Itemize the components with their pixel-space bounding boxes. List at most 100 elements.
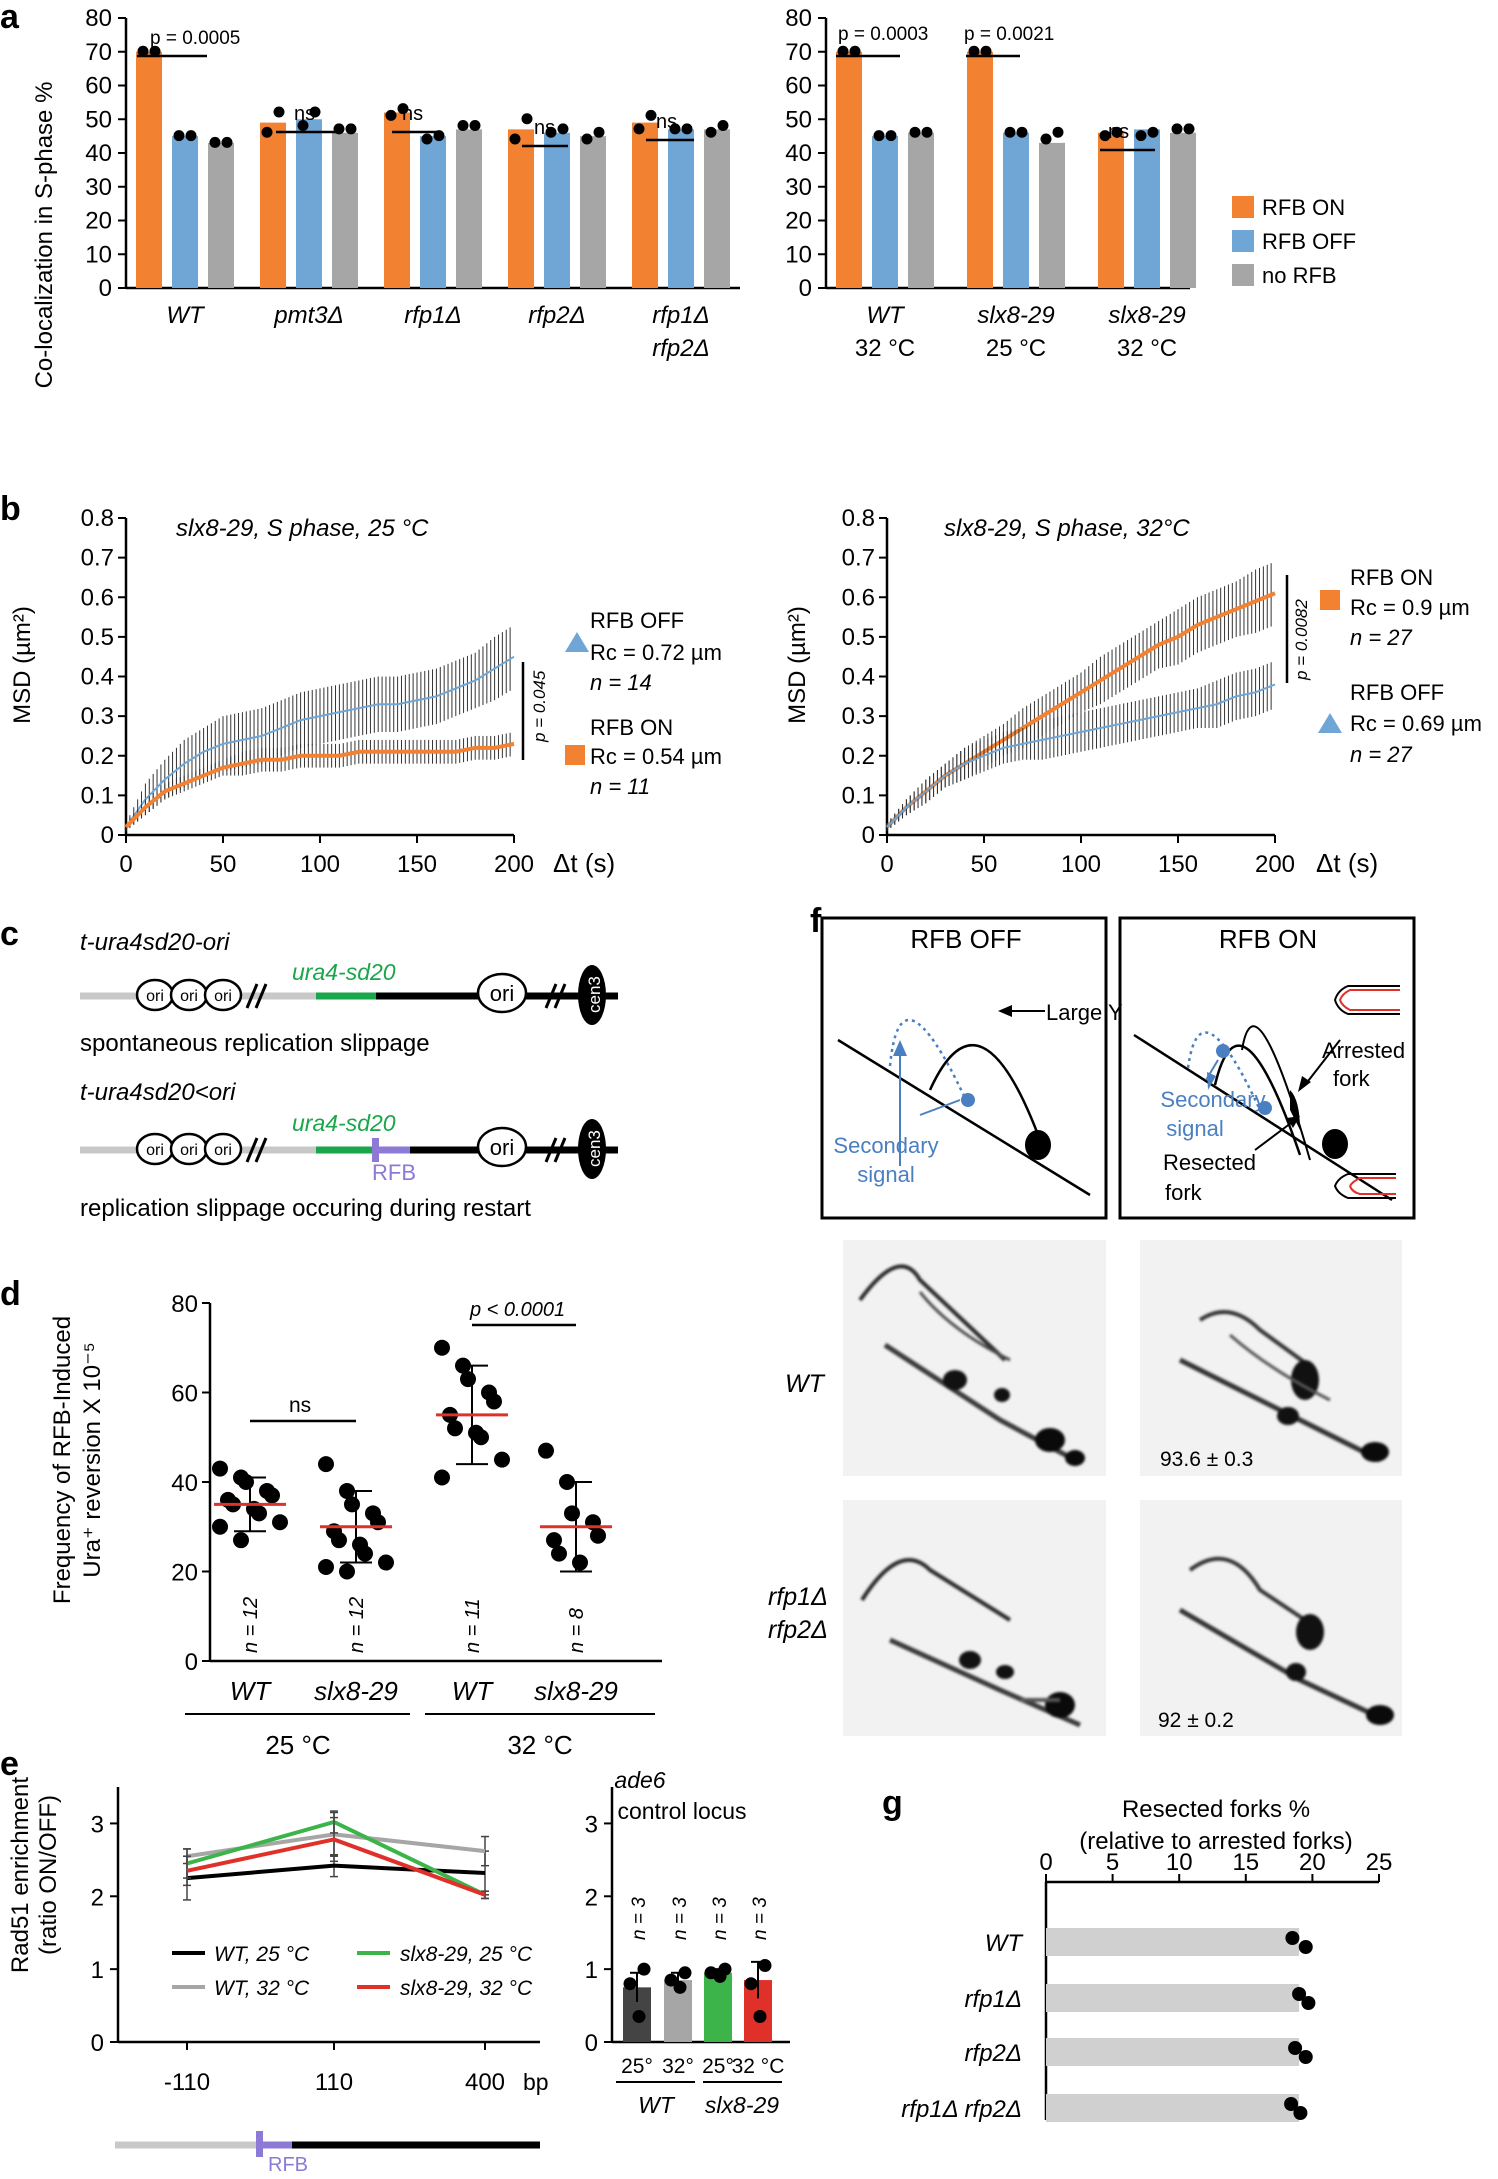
y-tick-label: 10 — [85, 241, 112, 268]
data-point — [581, 133, 593, 145]
b-right-leg1-n: n = 27 — [1350, 625, 1413, 650]
y-tick-label: 20 — [785, 208, 812, 235]
data-point — [837, 45, 849, 57]
f-blot-rfp-on: 92 ± 0.2 — [1140, 1500, 1402, 1736]
data-point — [632, 2010, 646, 2023]
b-left-legend: RFB OFF Rc = 0.72 µm n = 14 RFB ON Rc = … — [565, 608, 722, 799]
data-point — [1171, 123, 1183, 135]
y-tick-label: 3 — [585, 1811, 598, 1838]
y-tick-label: 0 — [91, 2030, 104, 2057]
category-label: rfp1Δ — [965, 1986, 1022, 2013]
b-left-leg1-name: RFB OFF — [590, 608, 684, 633]
bar-rfb-off — [668, 129, 694, 288]
data-point — [385, 109, 397, 121]
y-tick-label: 40 — [785, 140, 812, 167]
bar — [1046, 2094, 1300, 2122]
c-construct2: t-ura4sd20<ori — [80, 1079, 236, 1106]
data-point — [212, 1518, 228, 1535]
category-label: 32 °C — [855, 335, 915, 362]
x-tick-label: 0 — [1039, 1849, 1052, 1876]
x-tick-label: 100 — [1061, 851, 1101, 878]
data-point — [494, 1451, 510, 1468]
x-tick-label: 100 — [300, 851, 340, 878]
ori-label: ori — [180, 1142, 198, 1159]
bar-no-rfb — [704, 129, 730, 288]
y-tick-label: 2 — [91, 1884, 104, 1911]
data-point — [339, 1563, 355, 1580]
data-point — [664, 1973, 678, 1987]
b-left-title: slx8-29, S phase, 25 °C — [176, 515, 429, 542]
b-right-ylabel: MSD (µm²) — [784, 606, 811, 724]
b-right-legend: RFB ON Rc = 0.9 µm n = 27 RFB OFF Rc = 0… — [1318, 565, 1482, 767]
ori-label: ori — [490, 1135, 514, 1160]
category-label: slx8-29 — [314, 1676, 398, 1706]
category-label: pmt3Δ — [273, 302, 343, 329]
b-right-xlabel: Δt (s) — [1316, 848, 1378, 878]
data-point — [637, 1962, 651, 1976]
b-right-pval: p = 0.0082 — [1285, 575, 1311, 683]
y-tick-label: 0 — [101, 822, 114, 849]
bar-rfb-on — [1098, 132, 1124, 288]
a-right-axis: 0 10 20 30 40 50 60 70 80 — [785, 5, 1190, 302]
category-label: WT — [166, 302, 206, 329]
triangle-marker-icon — [1318, 713, 1342, 733]
y-tick-label: 0.1 — [842, 782, 875, 809]
e-leg-wt32: WT, 32 °C — [214, 1977, 310, 2000]
panel-label-a: a — [0, 0, 20, 36]
legend-rfb-on: RFB ON — [1262, 195, 1345, 220]
legend-swatch-rfb-off — [1232, 230, 1254, 252]
data-point — [212, 1460, 228, 1477]
g-title2: (relative to arrested forks) — [1079, 1828, 1352, 1855]
b-left-xlabel: Δt (s) — [553, 848, 615, 878]
a-xlabels: WT pmt3Δ rfp1Δ rfp2Δ rfp1Δ rfp2Δ WT 32 °C slx8-2… — [166, 302, 1185, 362]
d-plot: 0 20 40 60 80 n = 12 n = 12 n = 11 n = 8 — [171, 1291, 662, 1676]
data-point — [909, 126, 921, 138]
y-tick-label: 0.4 — [81, 664, 114, 691]
bar-rfb-on — [836, 51, 862, 288]
data-point — [744, 1977, 758, 1991]
y-tick-label: 20 — [85, 208, 112, 235]
b-left-pval: p = 0.045 — [521, 662, 549, 760]
bar-no-rfb — [580, 136, 606, 288]
data-point — [273, 106, 285, 118]
n-count: n = 12 — [346, 1597, 368, 1653]
y-tick-label: 0.3 — [842, 703, 875, 730]
bar-no-rfb — [208, 142, 234, 288]
data-point — [185, 130, 197, 142]
y-tick-label: 30 — [85, 174, 112, 201]
data-point — [318, 1456, 334, 1473]
f-on-diagram: Secondary signal Arrested fork Resected … — [1133, 985, 1405, 1205]
y-tick-label: 40 — [85, 140, 112, 167]
panel-d: Frequency of RFB-Induced Ura⁺ reversion … — [49, 1291, 662, 1760]
y-tick-label: 80 — [85, 5, 112, 32]
b-left-leg2-rc: Rc = 0.54 µm — [590, 744, 722, 769]
temp-label: 25 °C — [265, 1730, 330, 1760]
a-pval-slx25: p = 0.0021 — [964, 24, 1054, 45]
y-tick-label: 50 — [85, 106, 112, 133]
bar-rfb-on — [508, 129, 534, 288]
b-left-leg2-n: n = 11 — [590, 774, 650, 799]
b-right-leg2-name: RFB OFF — [1350, 680, 1444, 705]
e-ylabel2: (ratio ON/OFF) — [35, 1795, 62, 1955]
y-tick-label: 0.6 — [81, 584, 114, 611]
d-ns: ns — [289, 1394, 311, 1417]
data-point — [238, 1474, 254, 1490]
y-tick-label: 70 — [85, 39, 112, 66]
data-point — [221, 136, 233, 148]
f-on-title: RFB ON — [1219, 924, 1317, 954]
temp-label: 32 °C — [507, 1730, 572, 1760]
data-point — [460, 1371, 476, 1388]
square-marker-icon — [565, 745, 585, 765]
bar-rfb-on — [967, 51, 993, 288]
data-point — [457, 120, 469, 131]
a-pval-wt: p = 0.0005 — [150, 28, 240, 49]
bar-no-rfb — [332, 132, 358, 288]
x-tick-label: 25 — [1366, 1849, 1393, 1876]
series-line — [186, 1837, 486, 1897]
data-point — [1147, 126, 1159, 138]
y-tick-label: 20 — [171, 1560, 198, 1587]
y-tick-label: 0.3 — [81, 703, 114, 730]
y-tick-label: 60 — [785, 73, 812, 100]
category-label: slx8-29 — [977, 302, 1054, 329]
y-tick-label: 0 — [862, 822, 875, 849]
